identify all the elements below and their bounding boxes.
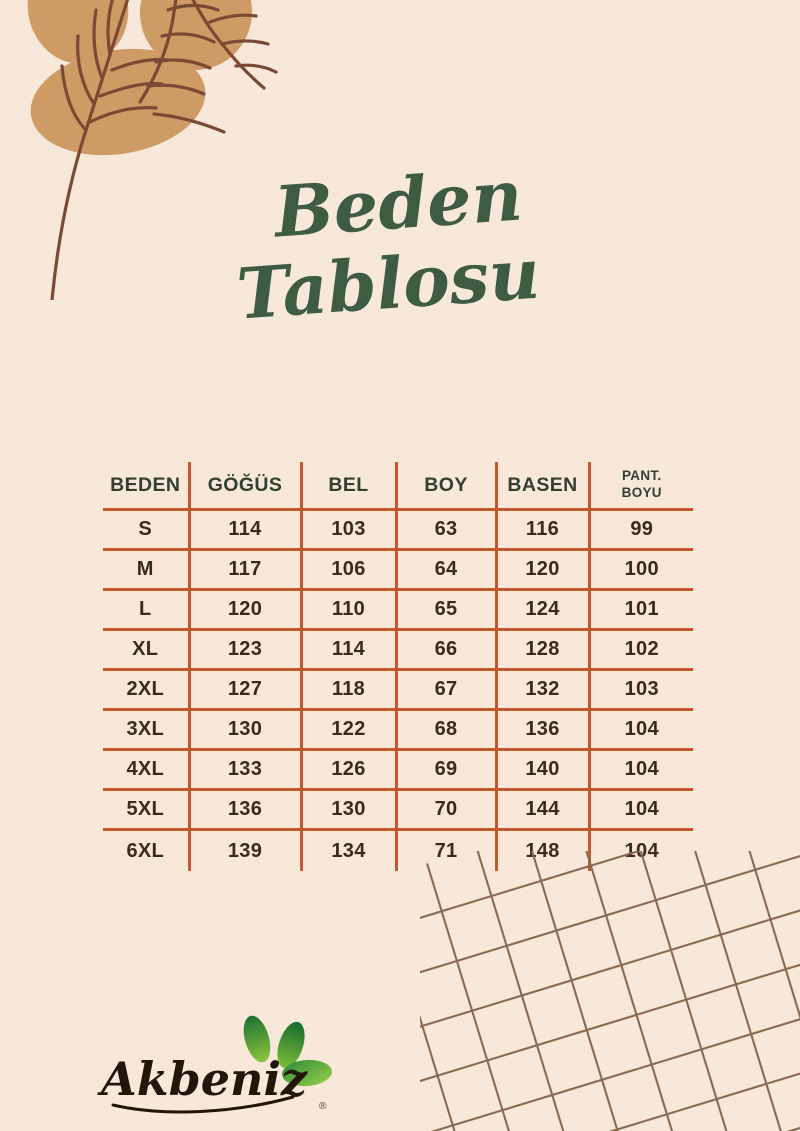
column-header-beden: BEDEN xyxy=(103,462,191,510)
cell-beden: S xyxy=(103,508,191,550)
table-row: 5XL 136 130 70 144 104 xyxy=(103,788,693,830)
cell-pant-boyu: 102 xyxy=(589,628,693,670)
column-header-boy: BOY xyxy=(396,462,498,510)
cell-bel: 103 xyxy=(301,508,398,550)
cell-pant-boyu: 101 xyxy=(589,588,693,630)
tan-leaf-blobs xyxy=(27,0,253,156)
branch-leaves-decoration xyxy=(0,0,290,302)
cell-gogus: 130 xyxy=(189,708,303,750)
table-row: XL 123 114 66 128 102 xyxy=(103,628,693,670)
cell-gogus: 136 xyxy=(189,788,303,830)
cell-basen: 144 xyxy=(496,788,591,830)
cell-beden: 2XL xyxy=(103,668,191,710)
cell-boy: 71 xyxy=(396,828,498,871)
cell-pant-boyu: 104 xyxy=(589,788,693,830)
table-row: L 120 110 65 124 101 xyxy=(103,588,693,630)
cell-pant-boyu: 103 xyxy=(589,668,693,710)
cell-basen: 148 xyxy=(496,828,591,871)
logo-leaf-icon xyxy=(243,1015,332,1087)
cell-boy: 64 xyxy=(396,548,498,590)
size-table-container: BEDEN GÖĞÜS BEL BOY BASEN PANT. BOYU S xyxy=(103,462,693,871)
branch-lines xyxy=(50,0,278,302)
table-row: 2XL 127 118 67 132 103 xyxy=(103,668,693,710)
cell-gogus: 120 xyxy=(189,588,303,630)
cell-bel: 130 xyxy=(301,788,398,830)
cell-boy: 63 xyxy=(396,508,498,550)
grid-lines xyxy=(420,851,800,1131)
cell-bel: 126 xyxy=(301,748,398,790)
cell-basen: 132 xyxy=(496,668,591,710)
size-table: BEDEN GÖĞÜS BEL BOY BASEN PANT. BOYU S xyxy=(103,462,693,871)
cell-pant-boyu: 100 xyxy=(589,548,693,590)
cell-beden: 5XL xyxy=(103,788,191,830)
cell-bel: 122 xyxy=(301,708,398,750)
cell-boy: 68 xyxy=(396,708,498,750)
table-row: 6XL 139 134 71 148 104 xyxy=(103,828,693,871)
cell-bel: 114 xyxy=(301,628,398,670)
table-row: 4XL 133 126 69 140 104 xyxy=(103,748,693,790)
cell-boy: 70 xyxy=(396,788,498,830)
cell-bel: 110 xyxy=(301,588,398,630)
cell-gogus: 117 xyxy=(189,548,303,590)
table-header: BEDEN GÖĞÜS BEL BOY BASEN PANT. BOYU xyxy=(103,462,693,510)
brand-logo: Akbeniz ® xyxy=(95,1013,355,1123)
cell-bel: 106 xyxy=(301,548,398,590)
column-header-pant-line2: BOYU xyxy=(621,485,662,500)
diagonal-grid-decoration xyxy=(420,851,800,1131)
cell-bel: 134 xyxy=(301,828,398,871)
logo-swash xyxy=(111,1095,295,1114)
cell-boy: 69 xyxy=(396,748,498,790)
table-row: 3XL 130 122 68 136 104 xyxy=(103,708,693,750)
logo-wordmark: Akbeniz xyxy=(97,1052,308,1106)
cell-gogus: 123 xyxy=(189,628,303,670)
cell-beden: M xyxy=(103,548,191,590)
column-header-pant-line1: PANT. xyxy=(621,468,662,484)
cell-basen: 128 xyxy=(496,628,591,670)
cell-boy: 65 xyxy=(396,588,498,630)
cell-beden: XL xyxy=(103,628,191,670)
column-header-pant-boyu: PANT. BOYU xyxy=(589,462,693,510)
cell-gogus: 139 xyxy=(189,828,303,871)
cell-basen: 116 xyxy=(496,508,591,550)
page-title: Beden Tablosu xyxy=(0,150,800,350)
cell-beden: 3XL xyxy=(103,708,191,750)
cell-beden: L xyxy=(103,588,191,630)
column-header-basen: BASEN xyxy=(496,462,591,510)
table-header-row: BEDEN GÖĞÜS BEL BOY BASEN PANT. BOYU xyxy=(103,462,693,510)
cell-boy: 66 xyxy=(396,628,498,670)
cell-pant-boyu: 104 xyxy=(589,828,693,871)
cell-basen: 120 xyxy=(496,548,591,590)
table-body: S 114 103 63 116 99 M 117 106 64 120 100… xyxy=(103,508,693,871)
cell-basen: 124 xyxy=(496,588,591,630)
cell-bel: 118 xyxy=(301,668,398,710)
cell-basen: 136 xyxy=(496,708,591,750)
column-header-bel: BEL xyxy=(301,462,398,510)
title-line-2: Tablosu xyxy=(234,232,542,336)
cell-pant-boyu: 104 xyxy=(589,708,693,750)
cell-beden: 4XL xyxy=(103,748,191,790)
cell-boy: 67 xyxy=(396,668,498,710)
table-row: M 117 106 64 120 100 xyxy=(103,548,693,590)
cell-basen: 140 xyxy=(496,748,591,790)
title-line-1: Beden xyxy=(270,154,525,254)
cell-pant-boyu: 104 xyxy=(589,748,693,790)
cell-beden: 6XL xyxy=(103,828,191,871)
cell-gogus: 114 xyxy=(189,508,303,550)
table-row: S 114 103 63 116 99 xyxy=(103,508,693,550)
column-header-gogus: GÖĞÜS xyxy=(189,462,303,510)
cell-gogus: 127 xyxy=(189,668,303,710)
cell-pant-boyu: 99 xyxy=(589,508,693,550)
logo-registered-mark: ® xyxy=(319,1101,327,1112)
cell-gogus: 133 xyxy=(189,748,303,790)
